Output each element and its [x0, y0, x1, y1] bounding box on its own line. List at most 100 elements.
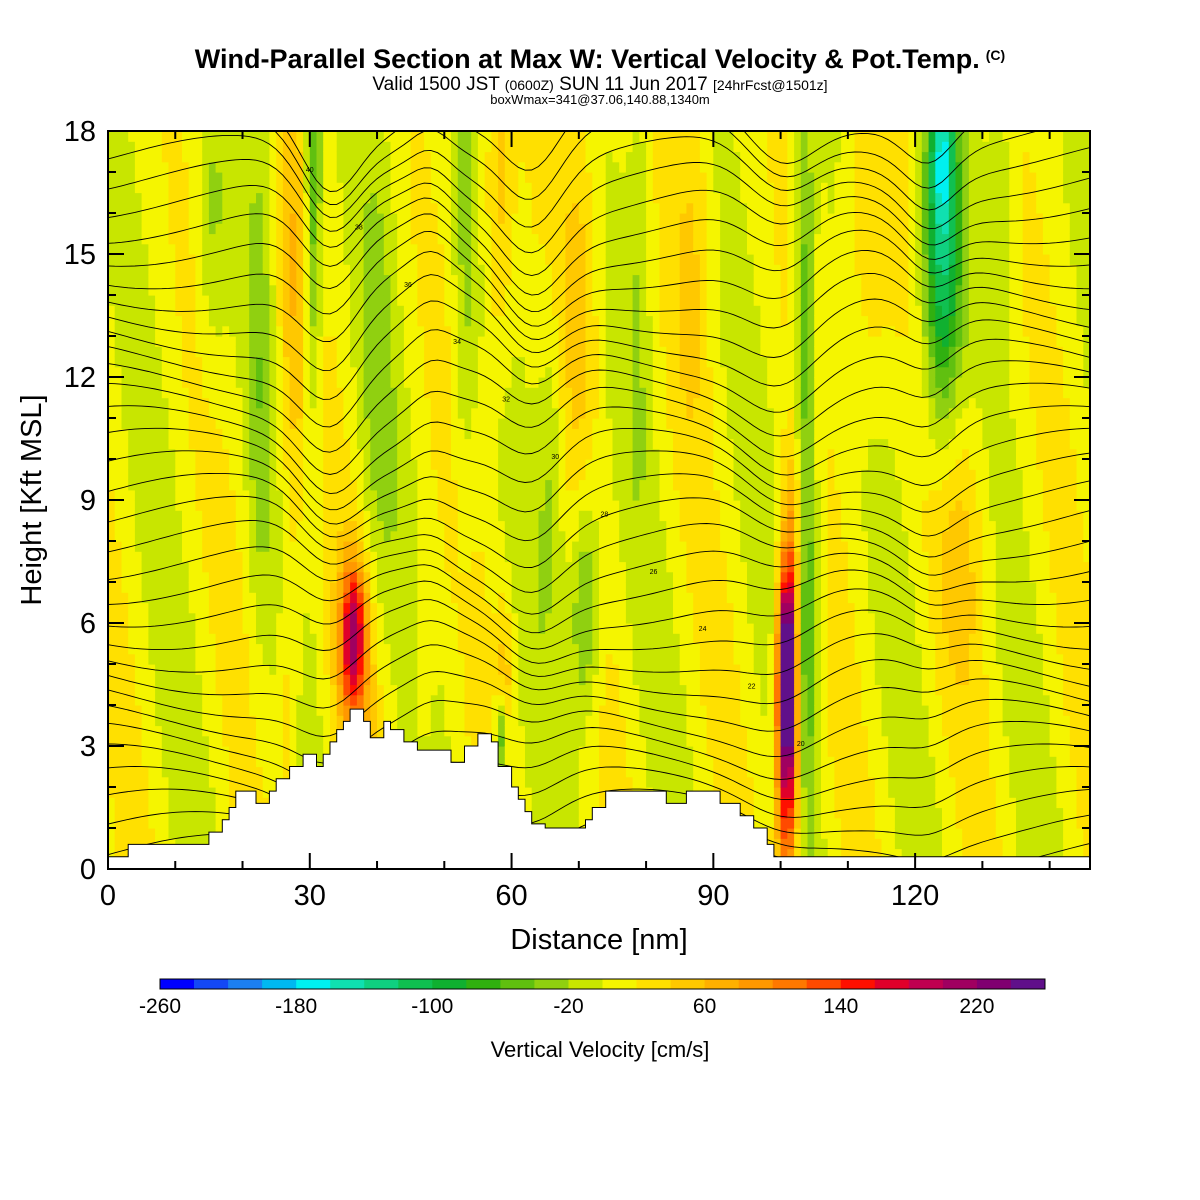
velocity-cell [518, 766, 526, 778]
velocity-cell [289, 356, 297, 368]
velocity-cell [356, 254, 365, 265]
velocity-cell [350, 305, 358, 317]
velocity-cell [451, 459, 459, 470]
velocity-cell [276, 233, 284, 245]
velocity-cell [424, 243, 432, 255]
velocity-cell [397, 582, 405, 593]
velocity-cell [330, 694, 338, 706]
velocity-cell [343, 418, 351, 429]
velocity-cell [249, 387, 257, 399]
velocity-cell [256, 705, 264, 716]
velocity-cell [128, 582, 136, 593]
velocity-cell [114, 448, 122, 460]
velocity-cell [182, 715, 190, 727]
velocity-cell [155, 213, 163, 224]
velocity-cell [397, 387, 405, 399]
velocity-cell [525, 551, 533, 563]
velocity-cell [309, 233, 318, 245]
velocity-cell [383, 346, 392, 358]
velocity-cell [403, 612, 412, 624]
velocity-cell [518, 407, 526, 419]
velocity-cell [262, 264, 270, 276]
velocity-cell [182, 182, 190, 194]
velocity-cell [108, 776, 116, 788]
velocity-cell [215, 664, 223, 675]
velocity-cell [296, 571, 304, 583]
velocity-cell [108, 213, 116, 224]
velocity-cell [383, 182, 392, 194]
velocity-cell [202, 182, 210, 194]
velocity-cell [377, 141, 385, 153]
velocity-cell [309, 571, 318, 583]
velocity-cell [451, 295, 459, 306]
velocity-cell [128, 653, 136, 665]
velocity-cell [518, 223, 526, 235]
velocity-cell [296, 643, 304, 655]
velocity-cell [148, 612, 156, 624]
velocity-cell [182, 315, 190, 327]
velocity-cell [195, 284, 203, 296]
velocity-cell [195, 725, 203, 737]
velocity-cell [538, 356, 546, 368]
velocity-cell [491, 192, 499, 204]
velocity-cell [134, 828, 143, 839]
velocity-cell [410, 674, 418, 686]
velocity-cell [256, 459, 264, 470]
velocity-cell [377, 541, 385, 552]
velocity-cell [202, 694, 210, 706]
velocity-cell [249, 315, 257, 327]
velocity-cell [390, 500, 398, 511]
velocity-cell [316, 131, 324, 142]
velocity-cell [383, 172, 392, 183]
velocity-cell [182, 428, 190, 440]
velocity-cell [269, 284, 277, 296]
velocity-cell [323, 418, 331, 429]
velocity-cell [383, 500, 392, 511]
velocity-cell [208, 254, 217, 265]
velocity-cell [424, 612, 432, 624]
velocity-cell [249, 664, 257, 675]
velocity-cell [296, 459, 304, 470]
velocity-cell [383, 151, 392, 163]
velocity-cell [424, 571, 432, 583]
velocity-cell [390, 551, 398, 563]
velocity-cell [464, 397, 472, 409]
velocity-cell [182, 776, 190, 788]
velocity-cell [525, 213, 533, 224]
velocity-cell [343, 325, 351, 337]
velocity-cell [276, 213, 284, 224]
velocity-cell [518, 694, 526, 706]
velocity-cell [444, 397, 452, 409]
velocity-cell [491, 643, 499, 655]
velocity-cell [484, 633, 492, 645]
velocity-cell [477, 418, 486, 429]
velocity-cell [370, 438, 378, 450]
velocity-cell [289, 428, 297, 440]
velocity-cell [208, 561, 217, 573]
velocity-cell [390, 541, 398, 552]
velocity-cell [430, 530, 439, 542]
velocity-cell [538, 407, 546, 419]
velocity-cell [558, 366, 566, 378]
velocity-cell [168, 561, 176, 573]
velocity-cell [134, 684, 143, 696]
velocity-cell [370, 407, 378, 419]
velocity-cell [141, 674, 149, 686]
velocity-cell [182, 223, 190, 235]
velocity-cell [511, 469, 519, 481]
velocity-cell [350, 643, 358, 655]
velocity-cell [565, 500, 573, 511]
velocity-cell [538, 489, 546, 501]
velocity-cell [323, 254, 331, 265]
velocity-cell [498, 746, 506, 757]
velocity-cell [484, 643, 492, 655]
velocity-cell [182, 418, 190, 429]
velocity-cell [410, 592, 418, 604]
velocity-cell [451, 489, 459, 501]
velocity-cell [383, 161, 392, 173]
velocity-cell [538, 213, 546, 224]
velocity-cell [518, 233, 526, 245]
velocity-cell [477, 694, 486, 706]
velocity-cell [168, 284, 176, 296]
velocity-cell [202, 407, 210, 419]
